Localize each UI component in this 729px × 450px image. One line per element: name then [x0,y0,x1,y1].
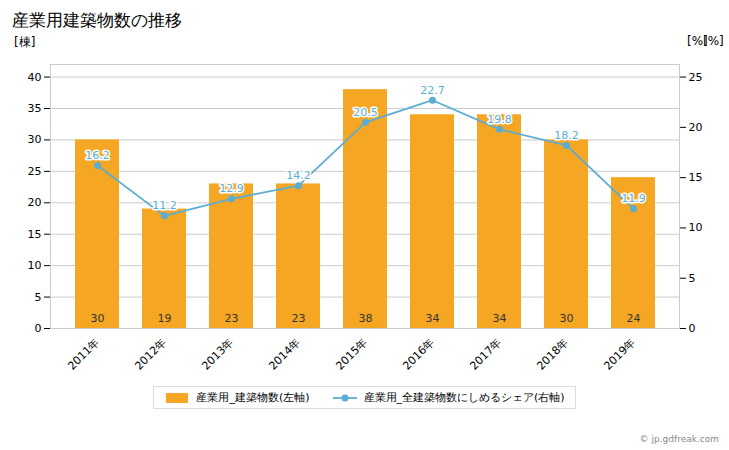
svg-text:24: 24 [627,312,641,325]
svg-text:23: 23 [292,312,306,325]
svg-text:30: 30 [91,312,105,325]
svg-text:2019年: 2019年 [601,336,638,373]
svg-text:34: 34 [493,312,507,325]
svg-text:12.9: 12.9 [219,182,244,195]
svg-text:34: 34 [426,312,440,325]
svg-text:19: 19 [158,312,172,325]
svg-text:25: 25 [689,71,703,84]
svg-text:20: 20 [28,196,42,209]
svg-text:25: 25 [28,165,42,178]
html-text:[棟]: [棟] [14,35,36,49]
svg-text:22.7: 22.7 [420,84,445,97]
html-text:産業用_全建築物数にしめるシェア(右軸): 産業用_全建築物数にしめるシェア(右軸) [363,391,565,404]
svg-text:11.9: 11.9 [621,192,646,205]
svg-text:5: 5 [689,272,696,285]
svg-text:38: 38 [359,312,373,325]
svg-text:2013年: 2013年 [199,336,236,373]
svg-text:40: 40 [28,71,42,84]
svg-text:0: 0 [689,322,696,335]
svg-text:19.8: 19.8 [487,113,512,126]
svg-text:23: 23 [225,312,239,325]
svg-text:2018年: 2018年 [534,336,571,373]
svg-text:30: 30 [28,133,42,146]
svg-text:2016年: 2016年 [400,336,437,373]
html-text:産業用建築物数の推移: 産業用建築物数の推移 [12,10,182,30]
svg-text:14.2: 14.2 [286,169,311,182]
svg-text:2017年: 2017年 [467,336,504,373]
svg-text:15: 15 [689,171,703,184]
svg-text:2015年: 2015年 [333,336,370,373]
svg-text:20: 20 [689,121,703,134]
svg-text:20.5: 20.5 [353,106,378,119]
svg-text:2014年: 2014年 [266,336,303,373]
svg-text:35: 35 [28,102,42,115]
svg-text:15: 15 [28,228,42,241]
html-text:産業用_建築物数(左軸): 産業用_建築物数(左軸) [196,391,310,404]
svg-text:18.2: 18.2 [554,129,579,142]
svg-text:11.2: 11.2 [152,199,177,212]
svg-text:2011年: 2011年 [65,336,102,373]
svg-text:16.2: 16.2 [85,149,110,162]
svg-text:10: 10 [689,221,703,234]
svg-text:5: 5 [35,291,42,304]
svg-text:30: 30 [560,312,574,325]
svg-text:2012年: 2012年 [132,336,169,373]
svg-text:0: 0 [35,322,42,335]
html-text:© jp.gdfreak.com: © jp.gdfreak.com [639,434,719,444]
svg-text:10: 10 [28,259,42,272]
